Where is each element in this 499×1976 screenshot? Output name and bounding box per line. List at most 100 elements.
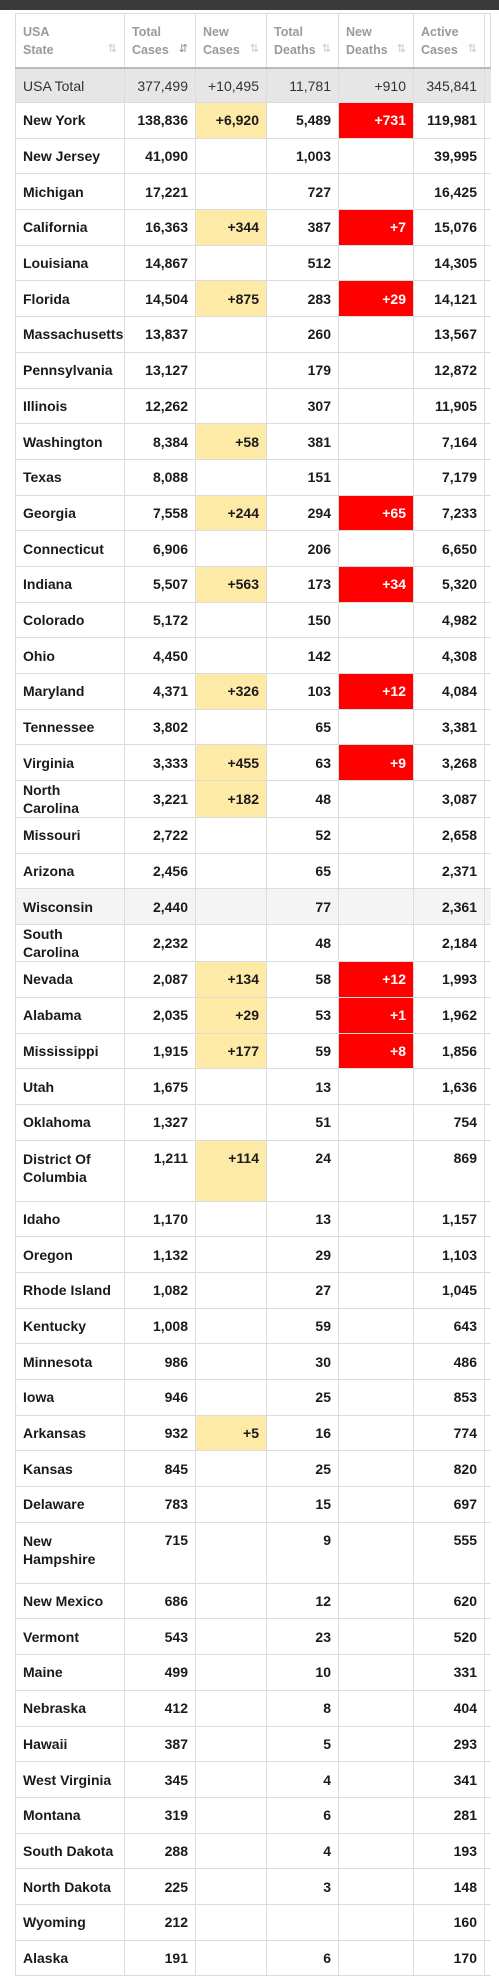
column-header-total-cases[interactable]: Total Cases ⇵ [124,13,196,69]
cell-state[interactable]: Nevada [15,961,125,998]
cell-state[interactable]: Oklahoma [15,1103,125,1141]
cell-active-cases: 7,233 [413,494,485,532]
column-header-total-deaths[interactable]: Total Deaths ⇅ [266,13,339,69]
sort-icon[interactable]: ⇅ [321,42,331,55]
table-edge [484,1414,491,1452]
table-row: South Carolina 2,232 48 2,184 [15,924,491,963]
cell-state[interactable]: Texas [15,458,125,496]
cell-new-deaths [338,423,414,460]
cell-total-deaths: 142 [266,637,339,674]
cell-state[interactable]: New Hampshire [15,1521,125,1584]
cell-new-cases: +182 [195,780,267,819]
sort-desc-icon[interactable]: ⇵ [178,42,188,55]
cell-new-deaths [338,1868,414,1905]
cell-total-deaths: 13 [266,1200,339,1238]
table-edge [484,673,491,710]
table-row: Connecticut 6,906 206 6,650 [15,530,491,567]
table-row: South Dakota 288 4 193 [15,1832,491,1870]
cell-new-deaths [338,1725,414,1763]
header-line2: Deaths [274,42,316,57]
cell-state[interactable]: Oregon [15,1236,125,1273]
cell-active-cases: 119,981 [413,102,485,139]
cell-state[interactable]: Utah [15,1068,125,1105]
cell-state[interactable]: Kentucky [15,1307,125,1345]
cell-state[interactable]: Nebraska [15,1689,125,1727]
cell-state[interactable]: Maryland [15,673,125,710]
cell-state[interactable]: Missouri [15,817,125,854]
cell-state[interactable]: Virginia [15,744,125,782]
sort-icon[interactable]: ⇅ [396,42,406,55]
cell-state[interactable]: New York [15,102,125,139]
cell-state[interactable]: USA Total [15,67,125,103]
cell-state[interactable]: Colorado [15,601,125,639]
cell-state[interactable]: Kansas [15,1450,125,1488]
cell-state[interactable]: North Carolina [15,780,125,819]
cell-active-cases: 193 [413,1832,485,1870]
cell-new-deaths [338,1486,414,1523]
cell-new-cases [195,888,267,926]
cell-total-deaths: 381 [266,423,339,460]
cell-state[interactable]: Alabama [15,996,125,1034]
cell-state[interactable]: Vermont [15,1618,125,1656]
column-header-new-cases[interactable]: New Cases ⇅ [195,13,267,69]
cell-total-deaths: 15 [266,1486,339,1523]
cell-total-deaths: 4 [266,1761,339,1798]
cell-state[interactable]: North Dakota [15,1868,125,1905]
sort-icon[interactable]: ⇅ [249,42,259,55]
cell-state[interactable]: California [15,209,125,246]
cell-total-deaths: 11,781 [266,67,339,103]
cell-state[interactable]: Alaska [15,1939,125,1976]
cell-total-deaths: 307 [266,387,339,425]
cell-state[interactable]: West Virginia [15,1761,125,1798]
cell-state[interactable]: Maine [15,1654,125,1691]
cell-new-deaths [338,1068,414,1105]
cell-new-cases [195,1654,267,1691]
column-header-new-deaths[interactable]: New Deaths ⇅ [338,13,414,69]
cell-state[interactable]: Wyoming [15,1903,125,1941]
sort-icon[interactable]: ⇅ [107,42,117,55]
cell-state[interactable]: New Jersey [15,137,125,175]
cell-state[interactable]: District Of Columbia [15,1139,125,1202]
cell-state[interactable]: Georgia [15,494,125,532]
column-header-active-cases[interactable]: Active Cases ⇅ [413,13,485,69]
cell-state[interactable]: Ohio [15,637,125,674]
cell-state[interactable]: Tennessee [15,708,125,746]
cell-state[interactable]: Iowa [15,1379,125,1416]
header-line2: Cases [421,42,458,57]
sort-icon[interactable]: ⇅ [467,42,477,55]
table-row: Missouri 2,722 52 2,658 [15,817,491,854]
cell-state[interactable]: Illinois [15,387,125,425]
cell-state[interactable]: South Dakota [15,1832,125,1870]
cell-new-deaths [338,1450,414,1488]
column-header-state[interactable]: USA State ⇅ [15,13,125,69]
cell-state[interactable]: Minnesota [15,1343,125,1380]
cell-state[interactable]: Connecticut [15,530,125,567]
cell-new-deaths [338,1271,414,1309]
table-edge [484,888,491,926]
cell-state[interactable]: Mississippi [15,1032,125,1070]
cell-state[interactable]: Michigan [15,173,125,211]
cell-total-deaths: 51 [266,1103,339,1141]
cell-state[interactable]: Pennsylvania [15,351,125,389]
cell-state[interactable]: Massachusetts [15,316,125,353]
cell-state[interactable]: Arizona [15,852,125,890]
cell-state[interactable]: South Carolina [15,924,125,963]
cell-state[interactable]: Wisconsin [15,888,125,926]
table-edge [484,137,491,175]
table-edge [484,996,491,1034]
cell-state[interactable]: Arkansas [15,1414,125,1452]
cell-new-deaths [338,1139,414,1202]
cell-total-cases: 543 [124,1618,196,1656]
cell-state[interactable]: New Mexico [15,1582,125,1620]
cell-state[interactable]: Rhode Island [15,1271,125,1309]
cell-state[interactable]: Hawaii [15,1725,125,1763]
cell-new-cases [195,1068,267,1105]
cell-state[interactable]: Washington [15,423,125,460]
cell-state[interactable]: Montana [15,1796,125,1834]
cell-total-deaths: 150 [266,601,339,639]
cell-state[interactable]: Louisiana [15,244,125,282]
cell-state[interactable]: Delaware [15,1486,125,1523]
cell-state[interactable]: Indiana [15,565,125,603]
cell-state[interactable]: Idaho [15,1200,125,1238]
cell-state[interactable]: Florida [15,280,125,318]
